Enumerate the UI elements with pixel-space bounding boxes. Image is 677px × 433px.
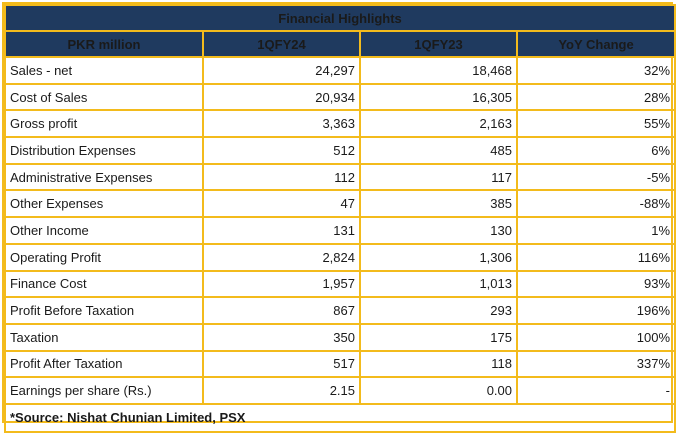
value-1qfy24: 20,934 bbox=[202, 82, 361, 112]
value-yoy-change: 28% bbox=[515, 82, 677, 112]
value-1qfy24: 24,297 bbox=[202, 56, 361, 85]
table-row: Administrative Expenses 112 117 -5% bbox=[4, 162, 677, 192]
table-row: Other Expenses 47 385 -88% bbox=[4, 189, 677, 219]
value-1qfy23: 1,306 bbox=[359, 242, 518, 272]
column-header-1qfy24: 1QFY24 bbox=[202, 30, 361, 58]
column-header-label: PKR million bbox=[4, 30, 204, 58]
table-row: Earnings per share (Rs.) 2.15 0.00 - bbox=[4, 376, 677, 405]
value-1qfy24: 47 bbox=[202, 189, 361, 219]
value-1qfy24: 517 bbox=[202, 349, 361, 379]
row-label: Other Expenses bbox=[4, 189, 204, 219]
value-1qfy24: 350 bbox=[202, 322, 361, 352]
row-label: Distribution Expenses bbox=[4, 136, 204, 165]
table-row: Taxation 350 175 100% bbox=[4, 322, 677, 352]
financial-highlights-table: Financial Highlights PKR million 1QFY24 … bbox=[3, 4, 677, 433]
row-label: Finance Cost bbox=[4, 269, 204, 299]
value-1qfy23: 175 bbox=[359, 322, 518, 352]
table-title: Financial Highlights bbox=[3, 4, 677, 32]
value-1qfy24: 867 bbox=[202, 296, 361, 325]
row-label: Sales - net bbox=[4, 56, 204, 85]
value-yoy-change: 100% bbox=[515, 322, 677, 352]
value-yoy-change: 93% bbox=[515, 269, 677, 299]
table-row: Gross profit 3,363 2,163 55% bbox=[4, 109, 677, 139]
table-row: Profit Before Taxation 867 293 196% bbox=[4, 296, 677, 325]
row-label: Administrative Expenses bbox=[4, 162, 204, 192]
value-1qfy23: 385 bbox=[359, 189, 518, 219]
value-1qfy23: 18,468 bbox=[359, 56, 518, 85]
value-1qfy24: 112 bbox=[202, 162, 361, 192]
row-label: Operating Profit bbox=[4, 242, 204, 272]
value-1qfy23: 1,013 bbox=[359, 269, 518, 299]
value-yoy-change: -5% bbox=[515, 162, 677, 192]
value-1qfy23: 2,163 bbox=[359, 109, 518, 139]
value-1qfy23: 130 bbox=[359, 216, 518, 245]
value-1qfy23: 16,305 bbox=[359, 82, 518, 112]
row-label: Cost of Sales bbox=[4, 82, 204, 112]
value-yoy-change: 196% bbox=[515, 296, 677, 325]
table-row: Finance Cost 1,957 1,013 93% bbox=[4, 269, 677, 299]
row-label: Taxation bbox=[4, 322, 204, 352]
table-row: Distribution Expenses 512 485 6% bbox=[4, 136, 677, 165]
row-label: Profit Before Taxation bbox=[4, 296, 204, 325]
row-label: Gross profit bbox=[4, 109, 204, 139]
row-label: Profit After Taxation bbox=[4, 349, 204, 379]
value-yoy-change: 1% bbox=[515, 216, 677, 245]
value-yoy-change: - bbox=[515, 376, 677, 405]
column-header-1qfy23: 1QFY23 bbox=[359, 30, 518, 58]
value-yoy-change: 116% bbox=[515, 242, 677, 272]
value-1qfy24: 131 bbox=[202, 216, 361, 245]
value-1qfy24: 1,957 bbox=[202, 269, 361, 299]
column-header-yoy-change: YoY Change bbox=[515, 30, 677, 58]
value-1qfy23: 118 bbox=[359, 349, 518, 379]
value-1qfy23: 117 bbox=[359, 162, 518, 192]
table-row: Profit After Taxation 517 118 337% bbox=[4, 349, 677, 379]
value-1qfy23: 485 bbox=[359, 136, 518, 165]
value-1qfy24: 512 bbox=[202, 136, 361, 165]
value-1qfy23: 0.00 bbox=[359, 376, 518, 405]
value-yoy-change: 6% bbox=[515, 136, 677, 165]
table-row: Cost of Sales 20,934 16,305 28% bbox=[4, 82, 677, 112]
value-yoy-change: -88% bbox=[515, 189, 677, 219]
value-1qfy24: 2.15 bbox=[202, 376, 361, 405]
table-row: Other Income 131 130 1% bbox=[4, 216, 677, 245]
row-label: Earnings per share (Rs.) bbox=[4, 376, 204, 405]
value-yoy-change: 337% bbox=[515, 349, 677, 379]
value-yoy-change: 55% bbox=[515, 109, 677, 139]
row-label: Other Income bbox=[4, 216, 204, 245]
value-1qfy24: 2,824 bbox=[202, 242, 361, 272]
value-yoy-change: 32% bbox=[515, 56, 677, 85]
table-row: Operating Profit 2,824 1,306 116% bbox=[4, 242, 677, 272]
table-row: Sales - net 24,297 18,468 32% bbox=[4, 56, 677, 85]
value-1qfy24: 3,363 bbox=[202, 109, 361, 139]
value-1qfy23: 293 bbox=[359, 296, 518, 325]
